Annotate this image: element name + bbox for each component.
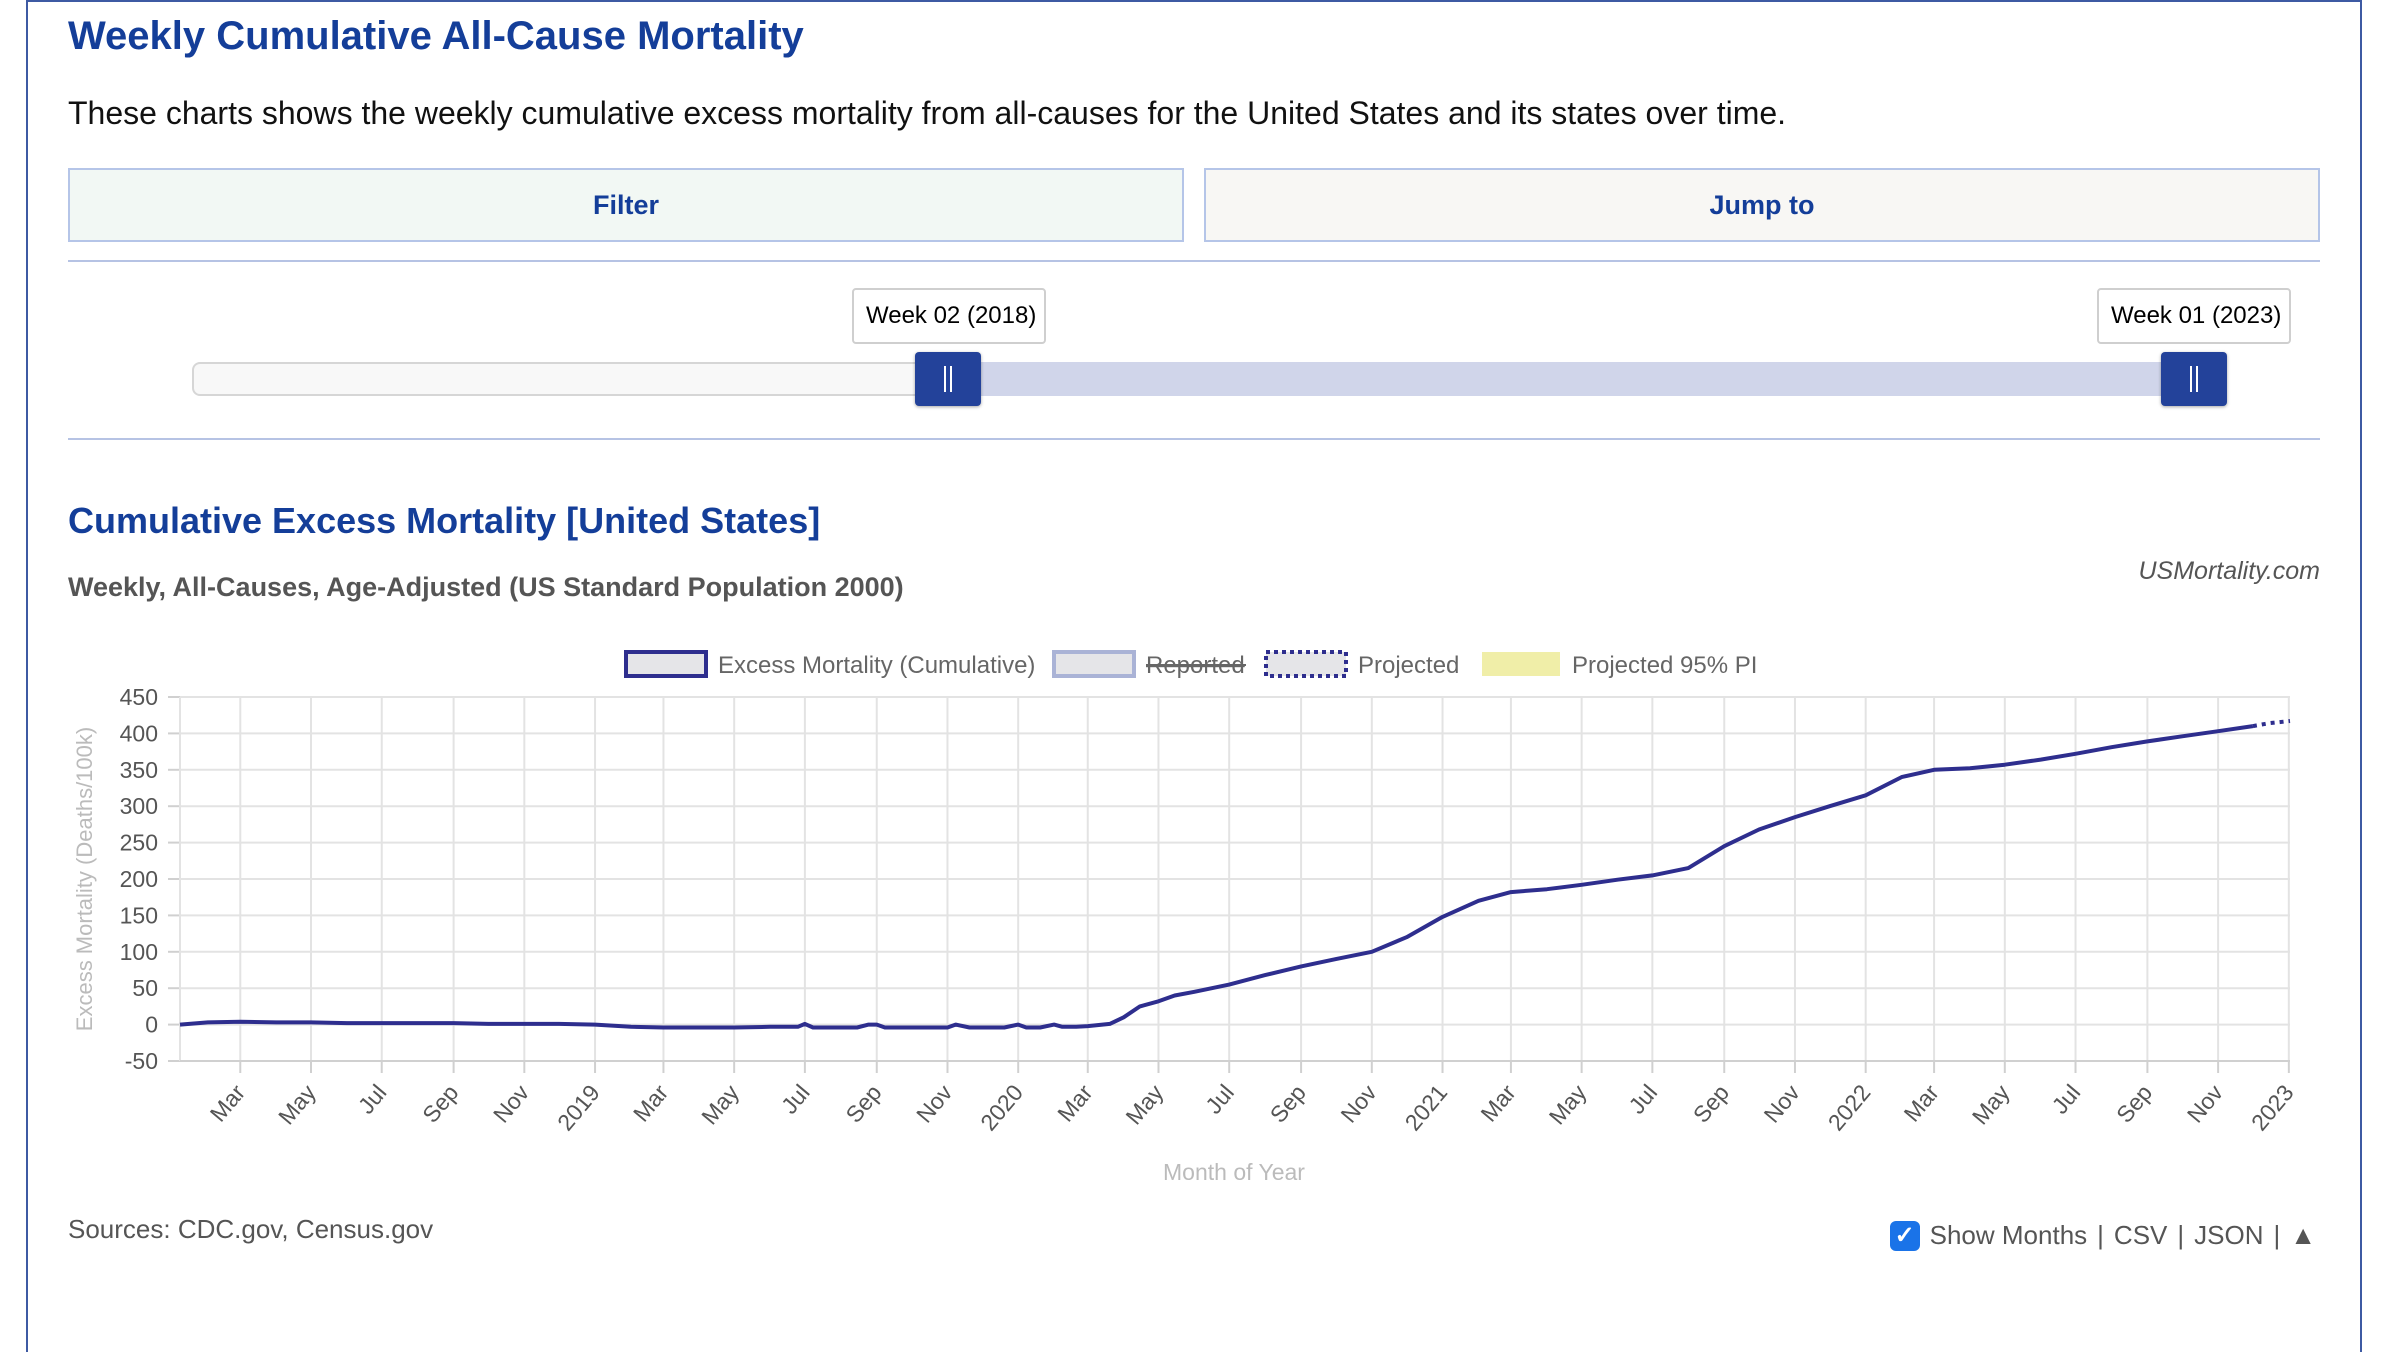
x-tick-label: Mar	[628, 1079, 674, 1126]
y-tick-label: 300	[120, 793, 158, 819]
date-range-selected	[948, 362, 2192, 396]
x-axis-title: Month of Year	[1163, 1159, 1305, 1185]
x-tick-label: Sep	[1265, 1080, 1311, 1128]
x-tick-label: Mar	[205, 1079, 251, 1126]
show-months-label[interactable]: Show Months	[1929, 1220, 2088, 1250]
x-tick-label: 2019	[552, 1080, 605, 1136]
page-title: Weekly Cumulative All-Cause Mortality	[68, 14, 804, 58]
legend-swatch-pi	[1482, 652, 1560, 676]
y-axis-title: Excess Mortality (Deaths/100k)	[72, 727, 97, 1031]
chart-subtitle: Weekly, All-Causes, Age-Adjusted (US Sta…	[68, 572, 904, 602]
range-start-handle[interactable]	[915, 352, 981, 406]
separator: |	[2177, 1220, 2185, 1250]
separator: |	[2097, 1220, 2104, 1250]
x-tick-label: Jul	[353, 1080, 392, 1119]
x-tick-label: Jul	[776, 1080, 815, 1119]
y-tick-label: 150	[120, 902, 158, 928]
legend-swatch-excess	[624, 650, 708, 678]
x-tick-label: May	[1967, 1079, 2015, 1129]
x-tick-label: 2020	[975, 1080, 1028, 1136]
x-tick-label: 2021	[1400, 1080, 1453, 1136]
range-end-handle[interactable]	[2161, 352, 2227, 406]
x-tick-label: Sep	[417, 1080, 463, 1128]
x-tick-label: Jul	[2047, 1080, 2086, 1119]
chart-credit: USMortality.com	[2138, 557, 2320, 585]
y-tick-label: -50	[125, 1048, 158, 1074]
y-tick-label: 100	[120, 939, 158, 965]
show-months-checkbox[interactable]: ✓	[1889, 1220, 1920, 1251]
series-line-excess-mortality	[179, 724, 2254, 1030]
x-tick-label: Sep	[840, 1080, 886, 1128]
y-tick-label: 450	[120, 684, 158, 710]
y-tick-label: 0	[145, 1012, 158, 1038]
chart-title: Cumulative Excess Mortality [United Stat…	[68, 500, 821, 541]
legend-label: Excess Mortality (Cumulative)	[718, 652, 1035, 679]
x-tick-label: Nov	[2182, 1079, 2229, 1127]
divider	[68, 438, 2320, 440]
x-tick-label: Sep	[1688, 1080, 1734, 1128]
scroll-top-icon[interactable]: ▲	[2290, 1220, 2316, 1250]
range-start-tooltip: Week 02 (2018)	[852, 288, 1046, 344]
x-tick-label: Mar	[1052, 1079, 1098, 1126]
page-frame	[26, 0, 2362, 1352]
y-tick-label: 200	[120, 866, 158, 892]
series-line-projected	[2252, 719, 2291, 729]
y-tick-label: 400	[120, 720, 158, 746]
x-tick-label: Nov	[911, 1079, 958, 1127]
x-tick-label: Jul	[1200, 1080, 1239, 1119]
x-tick-label: Mar	[1899, 1079, 1945, 1126]
x-tick-label: May	[273, 1079, 321, 1129]
y-tick-label: 350	[120, 757, 158, 783]
x-tick-label: May	[1120, 1079, 1168, 1129]
x-tick-label: Nov	[1335, 1079, 1382, 1127]
x-tick-label: Jul	[1623, 1080, 1662, 1119]
legend-label: Projected	[1358, 652, 1459, 679]
x-tick-label: 2022	[1823, 1080, 1876, 1136]
grip-icon	[2190, 366, 2198, 392]
legend-swatch-reported	[1052, 650, 1136, 678]
x-tick-label: Sep	[2111, 1080, 2157, 1128]
csv-link[interactable]: CSV	[2113, 1220, 2168, 1250]
range-end-tooltip: Week 01 (2023)	[2097, 288, 2291, 344]
filter-button[interactable]: Filter	[68, 168, 1184, 242]
grip-icon	[944, 366, 952, 392]
x-tick-label: Nov	[1759, 1079, 1806, 1127]
legend-label: Projected 95% PI	[1572, 652, 1757, 679]
x-tick-label: Nov	[488, 1079, 535, 1127]
separator: |	[2273, 1220, 2281, 1250]
x-tick-label: May	[1544, 1079, 1592, 1129]
legend-swatch-projected	[1264, 650, 1348, 678]
page-description: These charts shows the weekly cumulative…	[68, 95, 1787, 131]
x-tick-label: 2023	[2246, 1080, 2299, 1136]
chart-controls: ✓ Show Months | CSV | JSON | ▲	[1889, 1220, 2316, 1251]
y-tick-label: 250	[120, 830, 158, 856]
jump-to-button[interactable]: Jump to	[1204, 168, 2320, 242]
sources-text: Sources: CDC.gov, Census.gov	[68, 1214, 434, 1244]
x-tick-label: Mar	[1475, 1079, 1521, 1126]
json-link[interactable]: JSON	[2194, 1220, 2264, 1250]
divider	[68, 260, 2320, 262]
y-tick-label: 50	[132, 975, 158, 1001]
x-tick-label: May	[696, 1079, 744, 1129]
